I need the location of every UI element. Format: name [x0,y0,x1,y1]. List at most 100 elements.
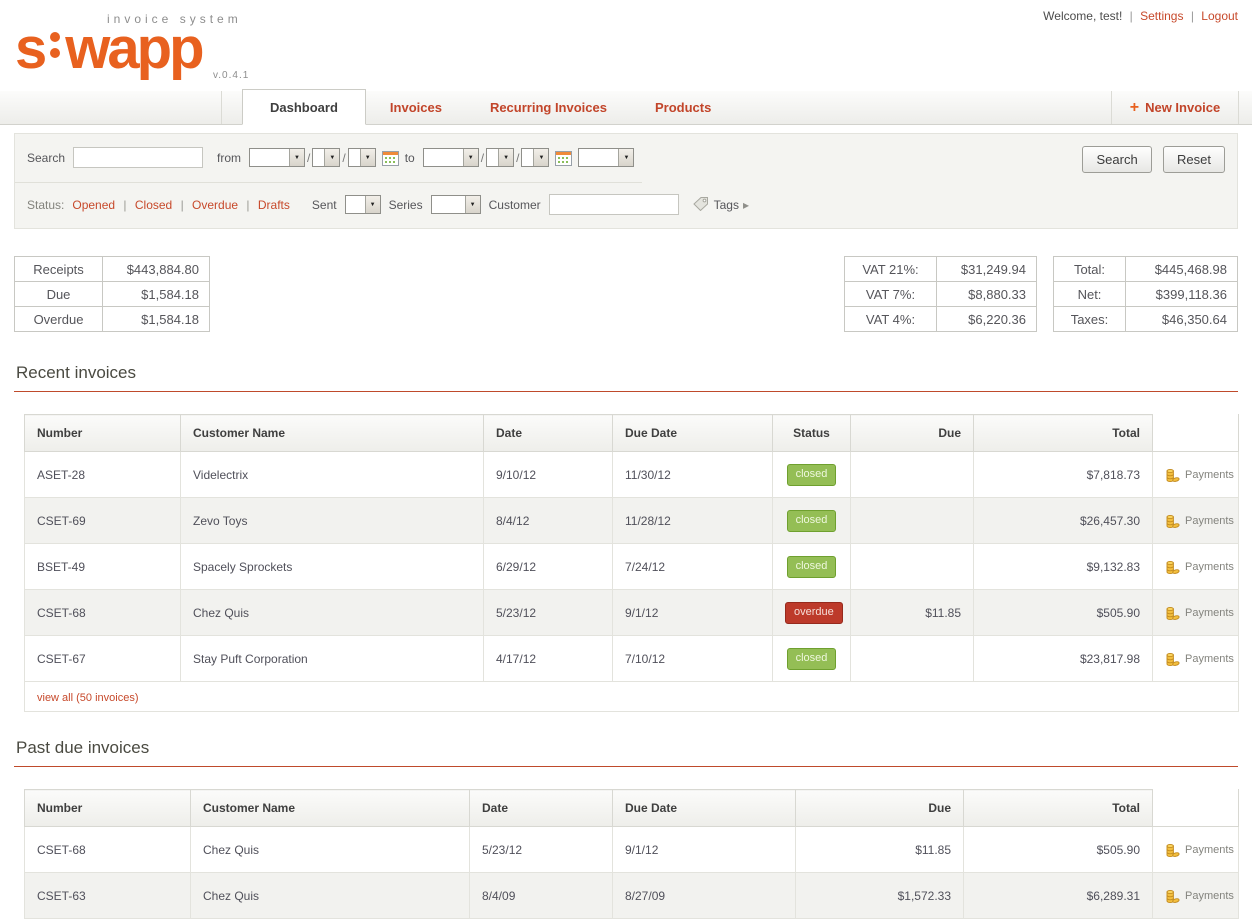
view-all-row: view all (50 invoices) [24,681,1239,712]
plus-icon: + [1129,98,1140,116]
app-logo: invoice system s wapp v.0.4.1 [15,6,248,81]
payments-label: Payments [1185,889,1234,902]
tab-products[interactable]: Products [654,100,712,115]
view-all-link[interactable]: view all (50 invoices) [37,691,139,704]
due-value: $1,584.18 [102,281,210,307]
invoice-due [850,451,974,498]
reset-button[interactable]: Reset [1163,146,1225,173]
logout-link[interactable]: Logout [1201,9,1238,23]
table-row: ASET-28 Videlectrix 9/10/12 11/30/12 clo… [24,451,1239,498]
search-button[interactable]: Search [1082,146,1152,173]
total-label: Total: [1053,256,1126,282]
to-calendar-icon[interactable] [555,150,573,166]
date-separator: / [342,150,346,165]
col-due: Due [795,789,964,827]
col-status: Status [772,414,851,452]
from-date-select-2[interactable]: ▼ [312,148,341,167]
from-date-select-3[interactable]: ▼ [347,148,376,167]
table-row: CSET-67 Stay Puft Corporation 4/17/12 7/… [24,635,1239,682]
sent-label: Sent [311,197,337,212]
status-link-drafts[interactable]: Drafts [257,197,290,212]
search-input[interactable] [73,147,204,168]
col-payments-empty [1152,414,1239,452]
receipts-label: Receipts [14,256,103,282]
payments-label: Payments [1185,468,1234,481]
status-link-opened[interactable]: Opened [72,197,116,212]
table-row: CSET-69 Zevo Toys 8/4/12 11/28/12 closed… [24,497,1239,544]
logo-s: s [15,16,47,81]
col-date: Date [483,414,613,452]
customer-input[interactable] [548,194,679,215]
tab-dashboard[interactable]: Dashboard [242,89,366,125]
col-due-date: Due Date [612,789,796,827]
table-row: CSET-68 Chez Quis 5/23/12 9/1/12 $11.85 … [24,826,1239,873]
payments-link[interactable]: Payments [1152,451,1239,498]
invoice-date: 9/10/12 [483,451,613,498]
past-due-invoices-table: Number Customer Name Date Due Date Due T… [24,789,1239,919]
invoice-due-date: 7/24/12 [612,543,773,590]
payments-label: Payments [1185,652,1234,665]
table-header-row: Number Customer Name Date Due Date Statu… [24,414,1239,452]
vat21-value: $31,249.94 [936,256,1037,282]
invoice-total: $505.90 [963,826,1153,873]
payments-link[interactable]: Payments [1152,497,1239,544]
invoice-due-date: 7/10/12 [612,635,773,682]
receipts-summary-table: Receipts $443,884.80 Due $1,584.18 Overdue… [14,256,210,332]
separator: | [1129,9,1133,23]
invoice-date: 5/23/12 [469,826,613,873]
invoice-number: CSET-68 [24,826,191,873]
sent-select[interactable]: ▼ [344,195,381,214]
payments-link[interactable]: Payments [1152,543,1239,590]
tab-recurring-invoices[interactable]: Recurring Invoices [489,100,607,115]
chevron-down-icon: ▼ [359,149,375,166]
payments-link[interactable]: Payments [1152,589,1239,636]
to-date-select-2[interactable]: ▼ [486,148,515,167]
col-date: Date [469,789,613,827]
settings-link[interactable]: Settings [1140,9,1184,23]
table-row: BSET-49 Spacely Sprockets 6/29/12 7/24/1… [24,543,1239,590]
period-select[interactable]: ▼ [578,148,635,167]
overdue-value: $1,584.18 [102,306,210,332]
from-label: from [217,150,242,165]
invoice-customer: Chez Quis [190,826,470,873]
chevron-down-icon: ▼ [618,149,634,166]
table-row: CSET-68 Chez Quis 5/23/12 9/1/12 overdue… [24,589,1239,636]
chevron-down-icon: ▼ [498,149,514,166]
status-badge: closed [786,555,837,578]
customer-label: Customer [488,197,541,212]
to-date-select-3[interactable]: ▼ [521,148,550,167]
past-due-invoices-section: Past due invoices Number Customer Name D… [14,738,1239,919]
chevron-down-icon: ▼ [289,149,305,166]
status-badge: closed [786,463,837,486]
status-link-closed[interactable]: Closed [134,197,173,212]
status-link-overdue[interactable]: Overdue [192,197,239,212]
date-separator: / [516,150,520,165]
invoice-customer: Videlectrix [180,451,484,498]
welcome-text: Welcome, test! [1043,9,1123,23]
separator: | [180,197,184,212]
tags-control[interactable]: Tags ▸ [692,196,750,214]
chevron-right-icon: ▸ [742,197,750,212]
invoice-customer: Spacely Sprockets [180,543,484,590]
from-date-select-1[interactable]: ▼ [249,148,306,167]
invoice-number: BSET-49 [24,543,181,590]
tab-invoices[interactable]: Invoices [389,100,442,115]
invoice-due-date: 8/27/09 [612,872,796,919]
payments-link[interactable]: Payments [1152,872,1239,919]
status-filter-links: Opened | Closed | Overdue | Drafts [72,198,290,212]
table-header-row: Number Customer Name Date Due Date Due T… [24,789,1239,827]
invoice-due-date: 9/1/12 [612,826,796,873]
to-date-select-1[interactable]: ▼ [422,148,479,167]
series-select[interactable]: ▼ [430,195,481,214]
nav-right-spacer [1239,91,1252,124]
payments-label: Payments [1185,560,1234,573]
new-invoice-button[interactable]: + New Invoice [1111,91,1239,124]
invoice-date: 8/4/12 [483,497,613,544]
invoice-total: $23,817.98 [973,635,1153,682]
payments-link[interactable]: Payments [1152,635,1239,682]
app-version: v.0.4.1 [213,70,250,81]
payments-link[interactable]: Payments [1152,826,1239,873]
col-customer: Customer Name [190,789,470,827]
from-calendar-icon[interactable] [381,150,399,166]
col-due-date: Due Date [612,414,773,452]
